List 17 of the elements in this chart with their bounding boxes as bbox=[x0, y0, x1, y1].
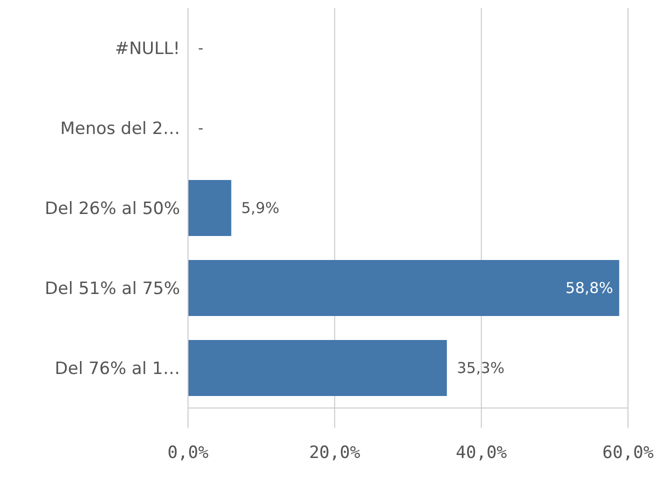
y-tick-label: #NULL! bbox=[114, 39, 180, 60]
y-tick-label: Del 76% al 1… bbox=[54, 359, 180, 380]
x-tick-label: 60,0% bbox=[602, 443, 654, 464]
data-label: - bbox=[198, 39, 204, 57]
y-tick-label: Menos del 2… bbox=[60, 119, 180, 140]
x-tick-label: 40,0% bbox=[456, 443, 507, 464]
bar bbox=[188, 340, 447, 396]
x-tick-label: 0,0% bbox=[168, 443, 208, 464]
bar bbox=[188, 260, 620, 316]
y-tick-label: Del 51% al 75% bbox=[44, 279, 180, 300]
bar bbox=[188, 180, 232, 236]
data-label: 5,9% bbox=[241, 199, 280, 217]
y-tick-label: Del 26% al 50% bbox=[44, 199, 180, 220]
data-label: - bbox=[198, 119, 204, 137]
x-tick-label: 20,0% bbox=[309, 443, 360, 464]
data-label: 58,8% bbox=[566, 279, 614, 297]
data-label: 35,3% bbox=[456, 359, 505, 377]
